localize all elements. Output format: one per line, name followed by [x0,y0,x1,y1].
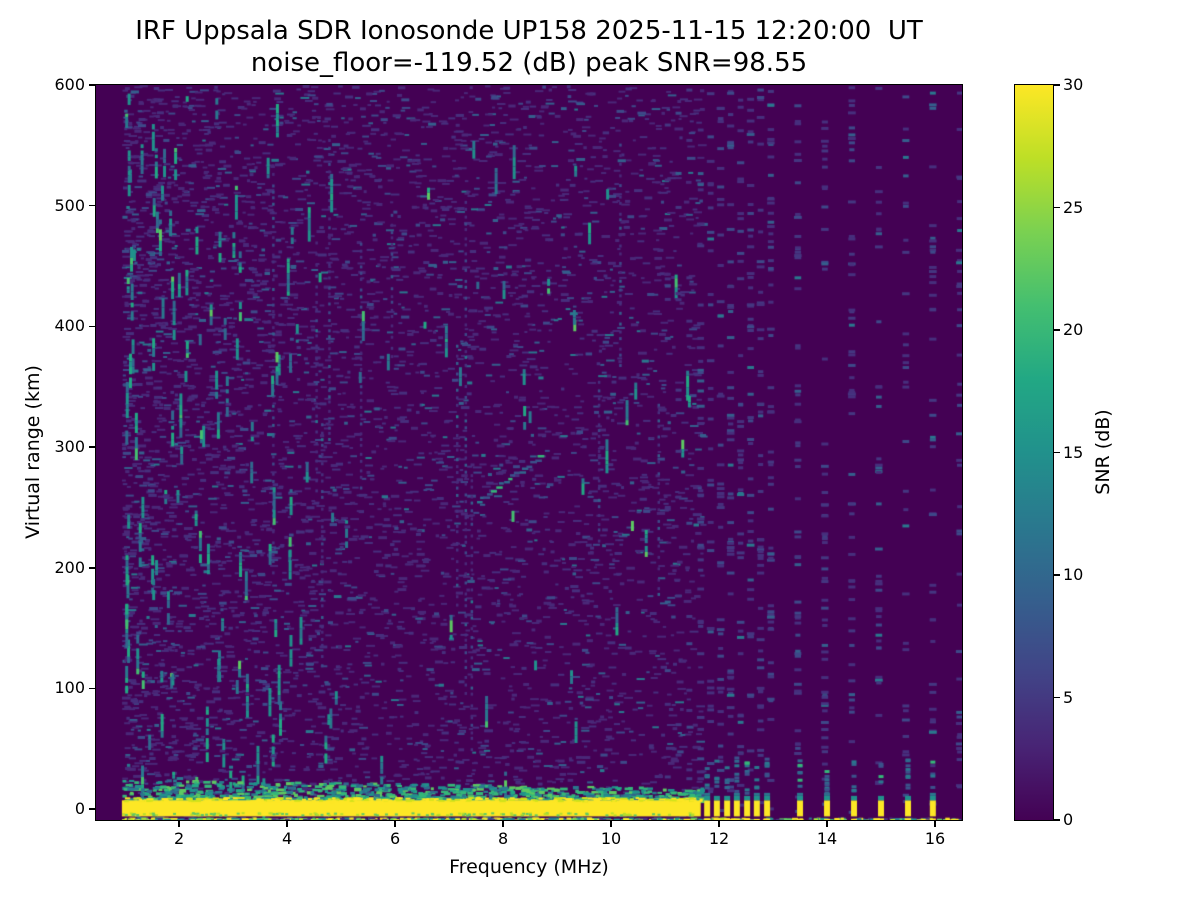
chart-subtitle: noise_floor=-119.52 (dB) peak SNR=98.55 [250,48,808,78]
y-tick-label: 300 [54,437,85,457]
x-tick-mark [826,821,828,827]
colorbar-tick-label: 5 [1063,687,1074,707]
plot-area [95,84,963,821]
colorbar-tick-mark [1054,84,1060,86]
x-tick-mark [610,821,612,827]
x-tick-label: 12 [708,829,730,848]
colorbar-tick-label: 10 [1063,565,1084,584]
y-tick-mark [89,446,95,448]
x-axis-label: Frequency (MHz) [449,856,609,878]
x-tick-mark [934,821,936,827]
x-tick-mark [286,821,288,827]
colorbar-tick-label: 20 [1063,320,1084,339]
colorbar-label: SNR (dB) [1092,409,1114,495]
colorbar-tick-label: 15 [1063,442,1084,462]
y-tick-label: 0 [74,799,85,819]
colorbar-tick-mark [1054,206,1060,209]
y-tick-mark [89,687,95,690]
x-tick-label: 4 [282,829,293,848]
x-tick-mark [394,821,396,827]
x-tick-label: 6 [390,829,401,848]
colorbar-tick-mark [1054,451,1060,454]
x-tick-label: 10 [600,829,622,848]
y-tick-mark [89,84,95,86]
x-tick-mark [718,821,720,827]
x-tick-label: 16 [924,829,946,848]
x-tick-label: 2 [174,829,185,848]
y-tick-mark [89,204,95,207]
x-tick-mark [178,821,180,827]
y-tick-label: 600 [54,75,85,94]
y-tick-mark [89,325,95,328]
x-tick-mark [502,821,504,827]
y-tick-label: 400 [54,316,85,336]
y-tick-label: 100 [54,678,85,698]
colorbar-tick-mark [1054,819,1060,821]
chart-title: IRF Uppsala SDR Ionosonde UP158 2025-11-… [135,16,923,46]
colorbar-gradient [1014,84,1054,821]
x-tick-label: 8 [497,829,509,848]
colorbar-tick-label: 25 [1063,197,1084,217]
y-tick-label: 500 [54,195,85,215]
heatmap-canvas [96,85,962,820]
x-tick-label: 14 [816,829,838,848]
colorbar-tick-mark [1054,329,1060,331]
colorbar-tick-label: 0 [1063,810,1074,829]
colorbar-tick-mark [1054,574,1060,576]
colorbar-tick-mark [1054,696,1060,699]
y-tick-mark [89,808,95,810]
y-tick-mark [89,566,95,569]
y-tick-label: 200 [54,557,85,577]
colorbar-tick-label: 30 [1063,75,1084,94]
